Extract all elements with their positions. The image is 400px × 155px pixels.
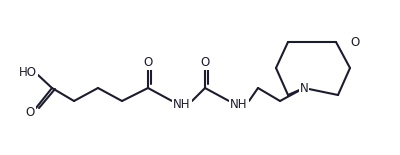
Text: O: O	[143, 57, 153, 69]
Text: N: N	[300, 82, 308, 95]
Text: O: O	[200, 57, 210, 69]
Text: O: O	[25, 106, 35, 119]
Text: HO: HO	[19, 66, 37, 80]
Text: NH: NH	[173, 97, 191, 111]
Text: NH: NH	[230, 97, 248, 111]
Text: O: O	[350, 35, 360, 49]
